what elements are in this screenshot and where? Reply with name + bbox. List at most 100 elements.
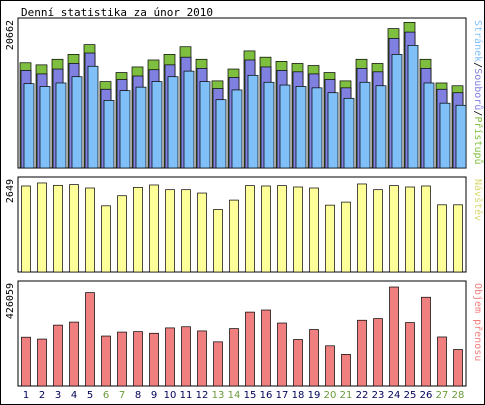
- bar-bytes-22: [357, 319, 367, 387]
- bar-bytes-6: [101, 335, 111, 387]
- requests-legend-label: Stránek/Souborů/Přístupů: [472, 20, 484, 165]
- bar-requests-pages-8: [135, 86, 147, 169]
- day-label-20: 20: [324, 390, 337, 401]
- bar-visits-24: [389, 185, 399, 273]
- day-label-11: 11: [180, 390, 193, 401]
- bar-visits-14: [229, 199, 239, 273]
- bar-bytes-12: [197, 330, 207, 387]
- bar-requests-pages-2: [39, 86, 51, 169]
- bar-requests-pages-5: [87, 65, 99, 169]
- bar-bytes-26: [421, 296, 431, 387]
- bar-bytes-17: [277, 322, 287, 387]
- legend-soubor: Souborů: [472, 68, 484, 110]
- bar-requests-pages-28: [455, 104, 467, 169]
- day-label-19: 19: [308, 390, 321, 401]
- bar-requests-pages-22: [359, 81, 371, 169]
- bar-bytes-4: [69, 321, 79, 387]
- bar-bytes-16: [261, 309, 271, 387]
- bar-visits-11: [181, 189, 191, 273]
- bar-bytes-27: [437, 336, 447, 387]
- bar-requests-pages-12: [199, 81, 211, 169]
- bar-visits-18: [293, 186, 303, 273]
- bar-requests-pages-6: [103, 100, 115, 169]
- legend-separator: /: [472, 110, 483, 116]
- day-label-4: 4: [71, 390, 77, 401]
- day-label-18: 18: [292, 390, 305, 401]
- day-label-28: 28: [452, 390, 465, 401]
- day-label-22: 22: [356, 390, 369, 401]
- bar-requests-pages-11: [183, 70, 195, 169]
- bar-bytes-8: [133, 331, 143, 387]
- bar-requests-pages-3: [55, 82, 67, 169]
- bar-bytes-10: [165, 327, 175, 387]
- bar-visits-4: [69, 184, 79, 273]
- legend-separator: /: [472, 62, 483, 68]
- legend-strnek: Stránek: [472, 20, 484, 62]
- day-label-8: 8: [135, 390, 141, 401]
- bar-bytes-20: [325, 345, 335, 387]
- bar-bytes-15: [245, 311, 255, 387]
- bar-visits-6: [101, 205, 111, 273]
- bar-bytes-11: [181, 326, 191, 387]
- bar-requests-pages-25: [407, 44, 419, 169]
- bar-requests-pages-13: [215, 99, 227, 169]
- bar-visits-27: [437, 204, 447, 273]
- day-label-7: 7: [119, 390, 125, 401]
- bar-bytes-28: [453, 349, 463, 387]
- day-label-21: 21: [340, 390, 353, 401]
- day-label-16: 16: [260, 390, 273, 401]
- bar-visits-19: [309, 187, 319, 273]
- bar-visits-22: [357, 183, 367, 273]
- bar-visits-21: [341, 201, 351, 273]
- bar-bytes-25: [405, 322, 415, 387]
- day-label-23: 23: [372, 390, 385, 401]
- bar-visits-20: [325, 204, 335, 273]
- bar-visits-17: [277, 185, 287, 273]
- bar-requests-pages-18: [295, 86, 307, 169]
- bar-visits-13: [213, 209, 223, 273]
- bar-visits-5: [85, 187, 95, 273]
- bar-requests-pages-7: [119, 90, 131, 169]
- bar-bytes-24: [389, 286, 399, 387]
- day-label-26: 26: [420, 390, 433, 401]
- bar-visits-16: [261, 185, 271, 273]
- bar-requests-pages-27: [439, 102, 451, 169]
- bar-requests-pages-14: [231, 89, 243, 169]
- bar-bytes-1: [21, 336, 31, 387]
- bar-visits-7: [117, 195, 127, 273]
- day-label-12: 12: [196, 390, 209, 401]
- day-label-27: 27: [436, 390, 449, 401]
- bar-bytes-7: [117, 331, 127, 387]
- bar-requests-pages-1: [23, 83, 35, 169]
- bar-requests-pages-9: [151, 81, 163, 169]
- day-label-1: 1: [23, 390, 29, 401]
- bar-bytes-19: [309, 329, 319, 387]
- bar-bytes-2: [37, 338, 47, 387]
- day-label-25: 25: [404, 390, 417, 401]
- bar-requests-pages-21: [343, 97, 355, 169]
- day-label-6: 6: [103, 390, 109, 401]
- bar-requests-pages-15: [247, 74, 259, 169]
- visits-legend-label: Návštěv: [472, 179, 484, 221]
- bar-visits-3: [53, 184, 63, 273]
- bar-bytes-9: [149, 332, 159, 387]
- legend-pstup: Přístupů: [472, 116, 484, 164]
- bar-visits-28: [453, 204, 463, 273]
- visits-ymax-label: 2649: [5, 179, 16, 203]
- bar-requests-pages-19: [311, 87, 323, 169]
- day-label-2: 2: [39, 390, 45, 401]
- requests-ymax-label: 20662: [5, 20, 16, 50]
- day-label-15: 15: [244, 390, 257, 401]
- day-label-17: 17: [276, 390, 289, 401]
- bytes-ymax-label: 426059: [5, 283, 16, 319]
- bar-visits-25: [405, 186, 415, 273]
- bar-bytes-18: [293, 339, 303, 387]
- bar-requests-pages-4: [71, 76, 83, 169]
- bar-visits-2: [37, 182, 47, 273]
- bytes-legend-label: Objem přenosu: [472, 283, 484, 361]
- bar-requests-pages-16: [263, 81, 275, 169]
- bar-bytes-23: [373, 318, 383, 387]
- bar-requests-pages-23: [375, 85, 387, 169]
- bar-bytes-13: [213, 341, 223, 387]
